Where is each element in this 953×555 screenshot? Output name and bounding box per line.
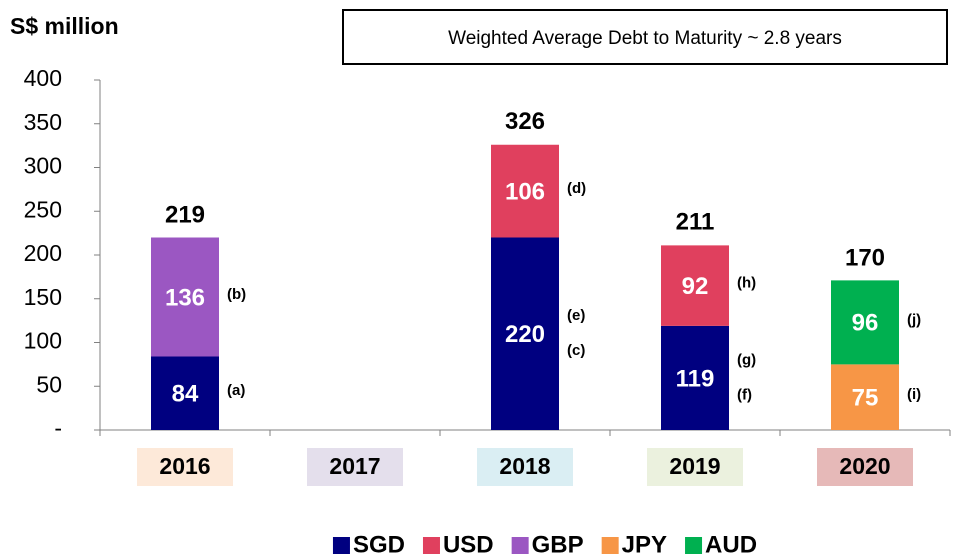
total-label: 219 bbox=[165, 202, 205, 229]
note: (i) bbox=[907, 386, 921, 403]
legend-label: GBP bbox=[532, 531, 584, 555]
segment-label: 84 bbox=[172, 381, 199, 408]
y-tick-label: 250 bbox=[24, 196, 62, 222]
bar-segment bbox=[151, 356, 219, 430]
segment-label: 75 bbox=[852, 385, 879, 412]
segment-label: 220 bbox=[505, 321, 545, 348]
chart-title: S$ million bbox=[10, 13, 119, 39]
y-tick-label: 400 bbox=[24, 65, 62, 91]
note: (j) bbox=[907, 311, 921, 328]
total-label: 211 bbox=[676, 209, 715, 236]
y-tick-label: 100 bbox=[24, 328, 62, 354]
y-tick-label: - bbox=[54, 415, 62, 441]
bar-segment bbox=[661, 325, 729, 430]
bar-segment bbox=[491, 144, 559, 238]
bar-segment bbox=[491, 237, 559, 430]
legend-swatch bbox=[422, 537, 440, 554]
segment-label: 96 bbox=[852, 310, 879, 337]
subtitle-box bbox=[342, 9, 948, 65]
legend-label: SGD bbox=[353, 531, 405, 555]
x-tick-label: 2017 bbox=[329, 453, 380, 479]
legend-swatch bbox=[685, 537, 703, 554]
note: (g) bbox=[737, 351, 756, 368]
legend-label: AUD bbox=[705, 531, 757, 555]
legend-label: JPY bbox=[622, 531, 667, 555]
category-background bbox=[307, 448, 403, 486]
legend-swatch bbox=[332, 537, 350, 554]
legend-swatch bbox=[601, 537, 619, 554]
bar-segment bbox=[831, 280, 899, 365]
segment-label: 136 bbox=[165, 284, 205, 311]
note: (e) bbox=[567, 307, 585, 324]
y-tick-label: 300 bbox=[24, 153, 62, 179]
note: (b) bbox=[227, 286, 246, 303]
legend-swatch bbox=[511, 537, 529, 554]
x-tick-label: 2016 bbox=[159, 453, 210, 479]
y-tick-label: 50 bbox=[36, 371, 62, 397]
note: (a) bbox=[227, 382, 245, 399]
category-background bbox=[477, 448, 573, 486]
y-tick-label: 350 bbox=[24, 109, 62, 135]
y-tick-label: 150 bbox=[24, 284, 62, 310]
legend-label: USD bbox=[443, 531, 494, 555]
segment-label: 92 bbox=[682, 273, 709, 300]
bar-segment bbox=[661, 245, 729, 326]
x-tick-label: 2020 bbox=[839, 453, 890, 479]
bar-segment bbox=[831, 364, 899, 430]
total-label: 326 bbox=[505, 108, 545, 135]
subtitle: Weighted Average Debt to Maturity ~ 2.8 … bbox=[448, 28, 842, 49]
category-background bbox=[647, 448, 743, 486]
category-background bbox=[817, 448, 913, 486]
x-tick-label: 2018 bbox=[499, 453, 550, 479]
note: (c) bbox=[567, 342, 585, 359]
y-tick-label: 200 bbox=[24, 240, 62, 266]
note: (f) bbox=[737, 386, 752, 403]
note: (d) bbox=[567, 180, 586, 197]
total-label: 170 bbox=[845, 245, 885, 272]
note: (h) bbox=[737, 275, 756, 292]
bar-segment bbox=[151, 237, 219, 357]
category-background bbox=[137, 448, 233, 486]
x-tick-label: 2019 bbox=[669, 453, 720, 479]
segment-label: 106 bbox=[505, 178, 545, 205]
segment-label: 119 bbox=[676, 365, 715, 392]
